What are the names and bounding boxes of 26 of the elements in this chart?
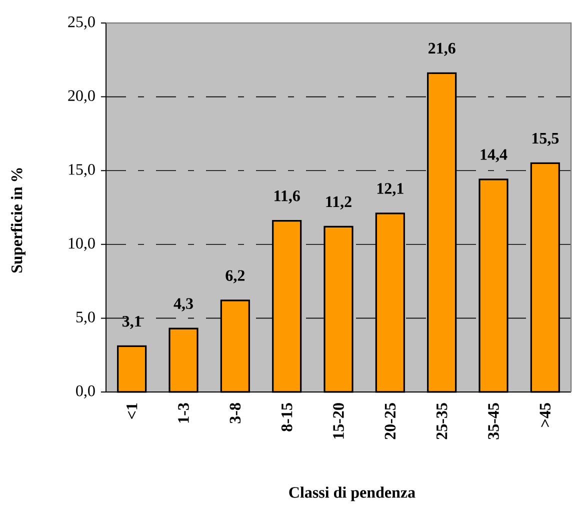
x-axis-title: Classi di pendenza [289, 486, 416, 502]
y-tick-label: 5,0 [76, 312, 95, 325]
y-tick-label: 20,0 [68, 90, 95, 104]
data-label: 15,5 [532, 132, 559, 146]
y-axis-title: Superficie in % [10, 168, 26, 273]
data-label: 4,3 [174, 298, 193, 312]
x-tick-label: 20-25 [384, 403, 396, 440]
x-tick-label: 1-3 [178, 403, 189, 423]
data-label: 12,1 [377, 183, 404, 196]
x-tick-label: 35-45 [488, 403, 499, 440]
data-label: 14,4 [480, 149, 508, 162]
x-tick-label: 8-15 [281, 403, 292, 432]
y-tick-label: 10,0 [68, 238, 95, 251]
y-tick-label: 0,0 [76, 385, 95, 399]
x-tick-label: 3-8 [230, 403, 241, 424]
x-tick-label: <1 [126, 403, 138, 419]
data-label: 3,1 [122, 316, 142, 330]
data-label: 6,2 [226, 270, 244, 284]
x-tick-label: >45 [540, 403, 551, 427]
data-label: 11,2 [326, 196, 352, 210]
y-tick-label: 25,0 [68, 16, 95, 30]
x-tick-label: 15-20 [333, 403, 344, 439]
y-tick-label: 15,0 [68, 164, 95, 178]
data-label: 11,6 [274, 190, 300, 204]
data-label: 21,6 [428, 42, 456, 56]
x-tick-label: 25-35 [436, 403, 448, 440]
